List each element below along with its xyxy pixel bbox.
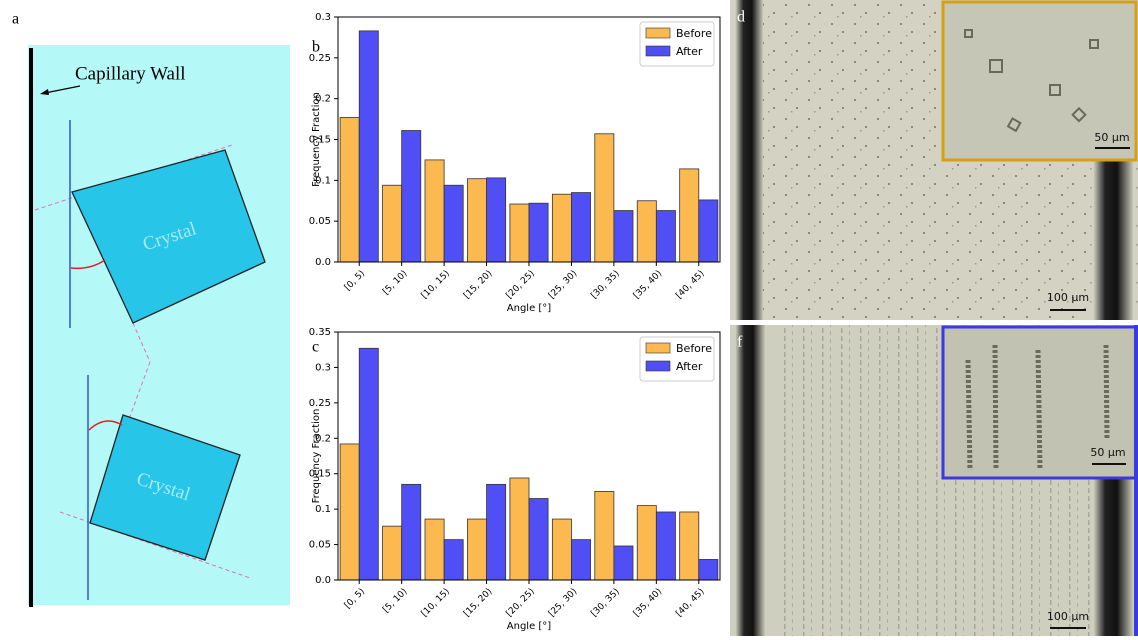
- x-tick-label: [35, 40): [632, 587, 664, 619]
- capillary-edge: [735, 0, 763, 320]
- y-tick-label: 0.25: [309, 398, 331, 409]
- legend-label: After: [676, 360, 703, 373]
- panel-label: c: [312, 339, 319, 356]
- y-tick-label: 0.25: [309, 53, 331, 64]
- x-tick-label: [25, 30): [547, 269, 579, 301]
- legend-swatch: [646, 28, 670, 38]
- y-tick-label: 0.0: [315, 575, 331, 586]
- capillary-edge: [1093, 160, 1133, 320]
- x-tick-label: [30, 35): [589, 269, 621, 301]
- x-tick-label: [10, 15): [420, 269, 452, 301]
- bar: [402, 131, 421, 262]
- x-axis-label: Angle [°]: [507, 621, 552, 632]
- x-tick-label: [40, 45): [674, 587, 706, 619]
- chart: c0.00.050.10.150.20.250.30.35[0, 5)[5, 1…: [309, 327, 720, 632]
- bar: [402, 484, 421, 580]
- y-axis-label: Frequency Fraction: [311, 409, 322, 504]
- capillary-edge: [735, 325, 765, 636]
- legend-label: Before: [676, 342, 712, 355]
- y-tick-label: 0.05: [309, 216, 331, 227]
- x-tick-label: [35, 40): [632, 269, 664, 301]
- y-tick-label: 0.3: [315, 362, 331, 373]
- bar: [529, 203, 548, 262]
- panel-label: a: [12, 11, 19, 28]
- x-tick-label: [20, 25): [505, 587, 537, 619]
- bar: [467, 519, 486, 580]
- bar: [359, 31, 378, 262]
- bar: [425, 519, 444, 580]
- scale-label: 100 µm: [1047, 610, 1089, 623]
- bar: [656, 211, 675, 262]
- bar: [467, 179, 486, 262]
- y-tick-label: 0.0: [315, 257, 331, 268]
- bar: [699, 200, 718, 262]
- bar: [637, 201, 656, 262]
- bar: [552, 519, 571, 580]
- bar: [510, 204, 529, 262]
- x-tick-label: [40, 45): [674, 269, 706, 301]
- bar: [637, 506, 656, 580]
- bar: [571, 193, 590, 262]
- bar: [359, 348, 378, 580]
- bar: [425, 160, 444, 262]
- bar: [340, 444, 359, 580]
- chart: b0.00.050.10.150.20.250.3[0, 5)[5, 10)[1…: [309, 12, 720, 314]
- legend-label: Before: [676, 27, 712, 40]
- x-tick-label: [5, 10): [381, 587, 409, 615]
- y-tick-label: 0.1: [315, 504, 331, 515]
- bar: [383, 185, 402, 262]
- bar: [340, 117, 359, 262]
- x-tick-label: [5, 10): [381, 269, 409, 297]
- bar: [552, 194, 571, 262]
- panel-label: d: [737, 9, 745, 26]
- bar: [510, 478, 529, 580]
- bar: [529, 499, 548, 580]
- x-tick-label: [20, 25): [505, 269, 537, 301]
- diagram: a Capillary Wall Crystal Crystal: [12, 11, 290, 607]
- bar: [571, 540, 590, 580]
- legend-swatch: [646, 343, 670, 353]
- bar: [487, 484, 506, 580]
- image-f: f 50 µm 100 µm: [730, 325, 1138, 636]
- x-tick-label: [0, 5): [343, 269, 367, 293]
- bar: [383, 526, 402, 580]
- bar: [699, 559, 718, 580]
- frame: [1134, 325, 1138, 636]
- y-tick-label: 0.05: [309, 540, 331, 551]
- scale-label: 50 µm: [1094, 131, 1129, 144]
- x-tick-label: [30, 35): [589, 587, 621, 619]
- bar: [595, 491, 614, 580]
- scale-label: 50 µm: [1090, 446, 1125, 459]
- x-axis-label: Angle [°]: [507, 303, 552, 314]
- bar: [444, 540, 463, 580]
- legend-swatch: [646, 46, 670, 56]
- legend-label: After: [676, 45, 703, 58]
- legend-swatch: [646, 361, 670, 371]
- bar: [680, 169, 699, 262]
- bar: [444, 185, 463, 262]
- scale-label: 100 µm: [1047, 291, 1089, 304]
- y-tick-label: 0.35: [309, 327, 331, 338]
- panel-label: f: [737, 334, 743, 351]
- x-tick-label: [15, 20): [462, 587, 494, 619]
- capillary-edge: [1093, 478, 1133, 636]
- x-tick-label: [15, 20): [462, 269, 494, 301]
- x-tick-label: [0, 5): [343, 587, 367, 611]
- figure: a Capillary Wall Crystal Crystal d 50 µm…: [0, 0, 1138, 636]
- bar: [614, 546, 633, 580]
- bar: [656, 512, 675, 580]
- y-axis-label: Frequency Fraction: [311, 92, 322, 187]
- bar: [487, 178, 506, 262]
- y-tick-label: 0.3: [315, 12, 331, 23]
- x-tick-label: [10, 15): [420, 587, 452, 619]
- bar: [595, 134, 614, 262]
- bar: [614, 211, 633, 262]
- x-tick-label: [25, 30): [547, 587, 579, 619]
- bar: [680, 512, 699, 580]
- image-d: d 50 µm 100 µm: [730, 0, 1138, 320]
- wall-label: Capillary Wall: [75, 63, 186, 84]
